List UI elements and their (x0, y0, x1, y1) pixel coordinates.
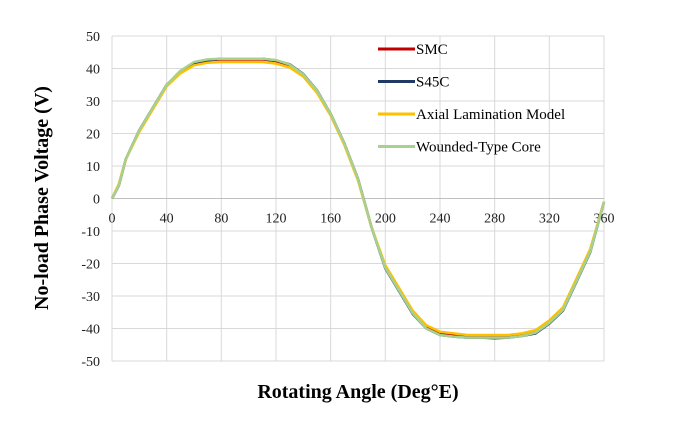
y-tick-label: 30 (86, 95, 100, 110)
x-tick-label: 40 (160, 212, 174, 227)
y-tick-label: 40 (86, 63, 100, 78)
x-tick-label: 80 (214, 212, 228, 227)
legend-label: SMC (416, 42, 448, 58)
legend-label: Axial Lamination Model (416, 107, 565, 123)
y-tick-label: -30 (81, 290, 100, 305)
x-tick-label: 120 (266, 212, 287, 227)
x-tick-label: 280 (484, 212, 505, 227)
y-tick-label: 0 (93, 193, 100, 208)
y-tick-label: -40 (81, 323, 100, 338)
x-axis-title: Rotating Angle (Deg°E) (257, 381, 458, 403)
series-lines (110, 57, 606, 340)
y-tick-labels: 50 40 30 20 10 0 -10 -20 -30 -40 -50 (81, 30, 100, 370)
x-tick-label: 160 (320, 212, 341, 227)
x-tick-label: 320 (539, 212, 560, 227)
y-tick-label: 10 (86, 160, 100, 175)
x-tick-label: 240 (430, 212, 451, 227)
legend: SMC S45C Axial Lamination Model Wounded-Typ… (378, 42, 565, 156)
legend-label: S45C (416, 75, 449, 91)
x-tick-labels: 0 40 80 120 160 200 240 280 320 360 (109, 212, 615, 227)
y-tick-label: 20 (86, 128, 100, 143)
x-tick-label: 0 (109, 212, 116, 227)
y-tick-label: 50 (86, 30, 100, 45)
legend-label: Wounded-Type Core (416, 140, 541, 156)
y-tick-label: -50 (81, 355, 100, 370)
y-axis-title: No-load Phase Voltage (V) (31, 86, 53, 310)
y-tick-label: -10 (81, 225, 100, 240)
x-tick-label: 200 (375, 212, 396, 227)
y-tick-label: -20 (81, 258, 100, 273)
grid (111, 35, 605, 362)
series-line-3 (110, 57, 606, 339)
